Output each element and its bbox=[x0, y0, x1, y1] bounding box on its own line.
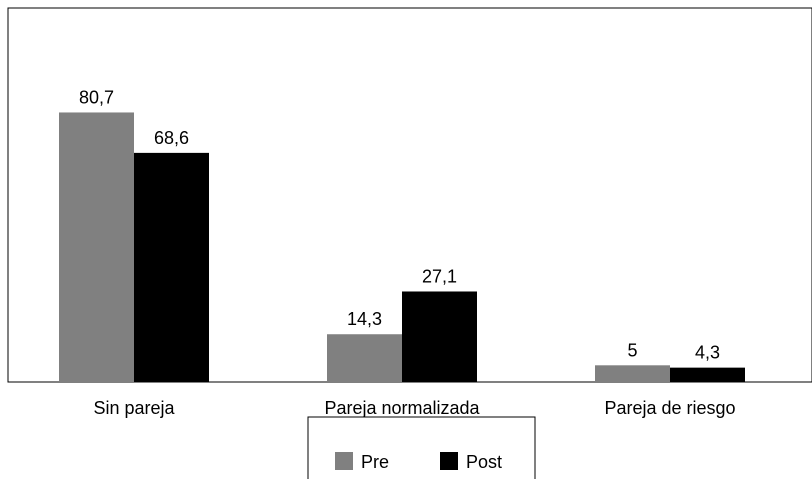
bar-post-pareja-normalizada bbox=[402, 291, 477, 382]
legend-swatch-pre bbox=[335, 452, 353, 470]
data-label-pre-sin-pareja: 80,7 bbox=[79, 87, 114, 107]
legend-label-pre: Pre bbox=[361, 452, 389, 472]
legend: Pre Post bbox=[307, 416, 536, 479]
data-label-post-pareja-de-riesgo: 4,3 bbox=[695, 343, 720, 363]
data-label-pre-pareja-normalizada: 14,3 bbox=[347, 309, 382, 329]
data-label-post-sin-pareja: 68,6 bbox=[154, 128, 189, 148]
bar-pre-pareja-normalizada bbox=[327, 334, 402, 382]
bar-labels-group: 80,7 68,6 14,3 27,1 5 4,3 bbox=[79, 87, 720, 362]
category-label-sin-pareja: Sin pareja bbox=[93, 398, 175, 418]
data-label-pre-pareja-de-riesgo: 5 bbox=[627, 340, 637, 360]
data-label-post-pareja-normalizada: 27,1 bbox=[422, 266, 457, 286]
legend-label-post: Post bbox=[466, 452, 502, 472]
category-label-pareja-de-riesgo: Pareja de riesgo bbox=[604, 398, 735, 418]
bar-pre-pareja-de-riesgo bbox=[595, 365, 670, 382]
category-labels-group: Sin pareja Pareja normalizada Pareja de ri… bbox=[93, 398, 735, 418]
legend-box bbox=[307, 416, 536, 479]
bar-post-sin-pareja bbox=[134, 152, 209, 382]
legend-swatch-post bbox=[440, 452, 458, 470]
bars-group bbox=[59, 112, 745, 382]
bar-pre-sin-pareja bbox=[59, 112, 134, 382]
category-label-pareja-normalizada: Pareja normalizada bbox=[324, 398, 480, 418]
bar-post-pareja-de-riesgo bbox=[670, 367, 745, 382]
